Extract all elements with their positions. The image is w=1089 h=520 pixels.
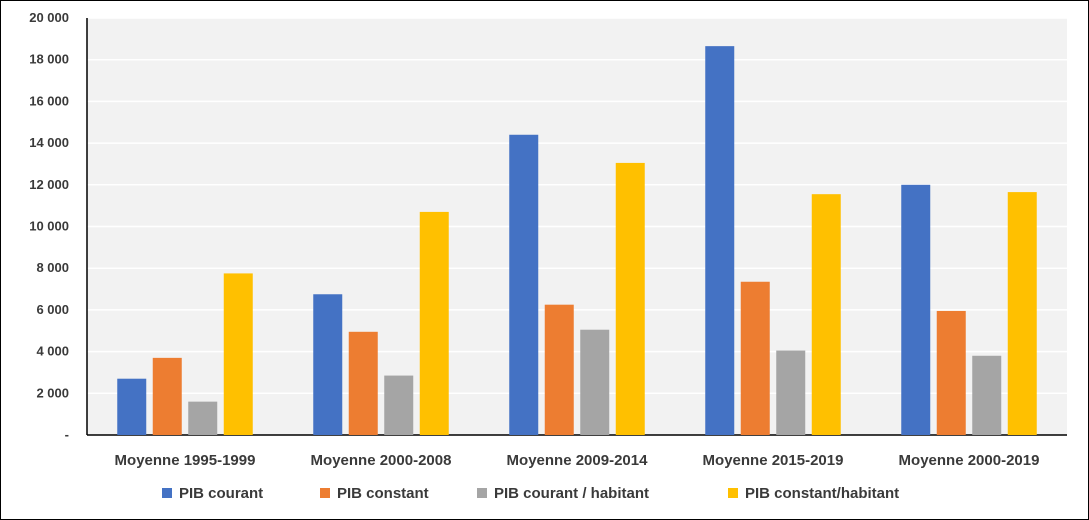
y-tick-label: 16 000 [29, 93, 69, 108]
bar [117, 378, 147, 435]
y-tick-label: 2 000 [36, 385, 69, 400]
bar [580, 329, 610, 435]
bar [509, 134, 539, 435]
legend-label: PIB courant / habitant [494, 485, 649, 502]
bar [544, 304, 574, 435]
y-tick-label: - [65, 427, 69, 442]
bar [419, 211, 449, 435]
bar [348, 331, 378, 435]
y-tick-label: 10 000 [29, 219, 69, 234]
bar [223, 273, 253, 435]
legend-swatch [728, 488, 738, 498]
bar [901, 184, 931, 435]
bar [615, 162, 645, 435]
bar [705, 46, 735, 436]
y-tick-label: 14 000 [29, 135, 69, 150]
bar [740, 281, 770, 435]
bar [776, 350, 806, 435]
y-tick-label: 18 000 [29, 52, 69, 67]
bar [811, 194, 841, 435]
y-tick-label: 8 000 [36, 260, 69, 275]
x-category-label: Moyenne 1995-1999 [115, 452, 256, 469]
legend-swatch [162, 488, 172, 498]
bar [313, 294, 343, 435]
y-tick-label: 6 000 [36, 302, 69, 317]
legend-swatch [477, 488, 487, 498]
y-tick-label: 20 000 [29, 10, 69, 25]
legend-label: PIB courant [179, 485, 263, 502]
bar [384, 375, 414, 435]
bar [188, 401, 218, 435]
bar [972, 355, 1002, 435]
y-tick-label: 4 000 [36, 344, 69, 359]
x-category-label: Moyenne 2015-2019 [703, 452, 844, 469]
bar [152, 357, 182, 435]
legend-label: PIB constant/habitant [745, 485, 899, 502]
bar [936, 310, 966, 435]
x-category-label: Moyenne 2000-2008 [311, 452, 452, 469]
x-category-label: Moyenne 2000-2019 [899, 452, 1040, 469]
x-category-label: Moyenne 2009-2014 [507, 452, 649, 469]
y-tick-label: 12 000 [29, 177, 69, 192]
legend-swatch [320, 488, 330, 498]
bar [1007, 192, 1037, 435]
legend-label: PIB constant [337, 485, 429, 502]
